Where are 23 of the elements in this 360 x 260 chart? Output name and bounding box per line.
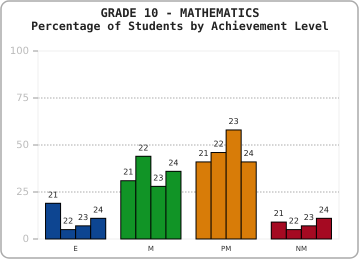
text: 21 <box>274 209 284 218</box>
y-tick-label: 25 <box>16 187 29 198</box>
text: 23 <box>304 212 314 222</box>
text: 23 <box>228 116 239 126</box>
series-label: 21 <box>48 190 58 200</box>
series-label: 24 <box>93 205 104 214</box>
y-tick-label: 100 <box>10 46 29 58</box>
series-label: 23 <box>78 212 88 222</box>
text: 24 <box>318 205 330 214</box>
text: 21 <box>123 168 134 177</box>
y-tick-label: 50 <box>16 140 29 152</box>
text: 23 <box>153 173 164 182</box>
text: 22 <box>288 216 299 226</box>
y-tick-label: 75 <box>16 93 29 104</box>
series-label: 22 <box>63 216 74 226</box>
text: 22 <box>138 143 148 152</box>
chart-subtitle: Percentage of Students by Achievement Level <box>31 19 329 33</box>
text: 24 <box>168 158 179 168</box>
text: 24 <box>244 148 254 158</box>
text: 21 <box>198 148 209 158</box>
text: 22 <box>214 140 224 149</box>
y-tick-label: 0 <box>22 234 29 246</box>
chart-title: GRADE 10 - MATHEMATICS <box>100 6 260 20</box>
